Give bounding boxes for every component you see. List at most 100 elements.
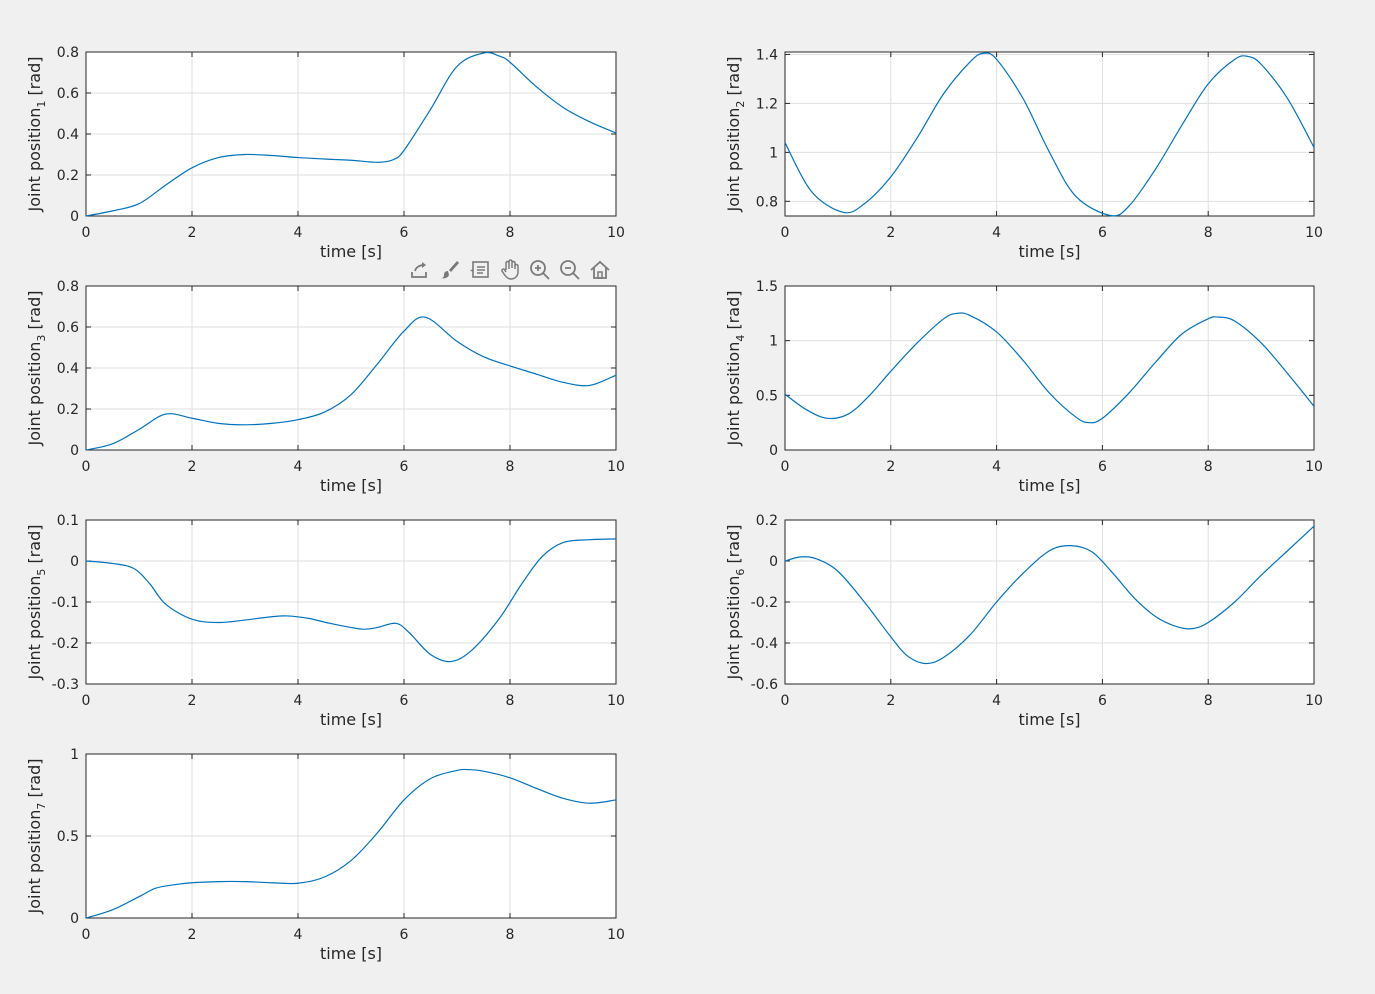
pan-icon xyxy=(501,259,519,280)
y-tick-label: 0 xyxy=(70,911,79,927)
x-tick-label: 2 xyxy=(886,225,895,241)
y-tick-label: 0 xyxy=(769,443,778,459)
subplot-7[interactable]: 0 2 4 6 8 10 0 0.5 1 time [s] Joint position7 [rad… xyxy=(25,747,625,963)
x-tick-label: 2 xyxy=(886,459,895,475)
y-tick-label: 0.2 xyxy=(57,168,79,184)
y-tick-label: -0.4 xyxy=(751,636,778,652)
x-tick-label: 6 xyxy=(400,927,409,943)
zoom-in-button[interactable] xyxy=(526,256,554,284)
x-tick-label: 4 xyxy=(294,459,303,475)
x-tick-label: 10 xyxy=(1305,225,1323,241)
series-line-joint-3 xyxy=(86,316,616,451)
x-tick-label: 2 xyxy=(188,225,197,241)
x-axis-label: time [s] xyxy=(1018,476,1080,495)
y-axis-label: Joint position5 [rad] xyxy=(25,525,48,681)
y-tick-label: 0.6 xyxy=(57,86,79,102)
x-tick-label: 2 xyxy=(886,693,895,709)
series-line-joint-5 xyxy=(86,538,616,663)
x-tick-label: 4 xyxy=(992,693,1001,709)
home-icon xyxy=(590,260,610,279)
subplot-2[interactable]: 0 2 4 6 8 10 0.8 1 1.2 1.4 time [s] Joint position2… xyxy=(724,47,1323,261)
y-axis-label: Joint position1 [rad] xyxy=(25,57,48,213)
y-tick-label: 0.4 xyxy=(57,127,79,143)
data-tips-icon xyxy=(470,261,489,278)
x-tick-label: 8 xyxy=(506,927,515,943)
x-tick-label: 10 xyxy=(607,459,625,475)
x-tick-label: 10 xyxy=(1305,459,1323,475)
x-tick-label: 4 xyxy=(294,225,303,241)
y-tick-label: 1 xyxy=(70,747,79,763)
x-tick-label: 6 xyxy=(400,693,409,709)
series-line-joint-2 xyxy=(785,52,1314,217)
x-tick-label: 2 xyxy=(188,459,197,475)
pan-button[interactable] xyxy=(496,256,524,284)
axes-border xyxy=(784,51,1315,217)
y-tick-label: 0.8 xyxy=(57,279,79,295)
y-tick-label: 1 xyxy=(769,145,778,161)
subplot-5[interactable]: 0 2 4 6 8 10 -0.3 -0.2 -0.1 0 0.1 time [s] Joint pos… xyxy=(25,513,625,729)
axes-frame xyxy=(784,285,1315,451)
y-tick-label: 1.2 xyxy=(756,96,778,112)
y-tick-label: -0.1 xyxy=(52,595,79,611)
subplot-1[interactable]: 0 2 4 6 8 10 0 0.2 0.4 0.6 0.8 time [s] Joint positi… xyxy=(25,45,625,261)
data-tips-button[interactable] xyxy=(466,256,494,284)
y-tick-label: -0.3 xyxy=(52,677,79,693)
x-tick-label: 10 xyxy=(607,225,625,241)
y-axis-label: Joint position4 [rad] xyxy=(724,291,747,447)
y-axis-label: Joint position6 [rad] xyxy=(724,525,747,681)
y-tick-label: 0.6 xyxy=(57,320,79,336)
y-tick-label: 0.4 xyxy=(57,361,79,377)
x-tick-label: 8 xyxy=(1204,225,1213,241)
x-tick-label: 2 xyxy=(188,693,197,709)
x-tick-label: 6 xyxy=(1098,693,1107,709)
x-axis-label: time [s] xyxy=(320,242,382,261)
y-tick-label: -0.2 xyxy=(52,636,79,652)
y-tick-label: 0 xyxy=(70,554,79,570)
axes-frame xyxy=(784,51,1315,217)
brush-icon xyxy=(441,261,459,279)
series-line-joint-6 xyxy=(785,525,1314,665)
y-tick-label: 0.8 xyxy=(756,194,778,210)
y-tick-label: 0.8 xyxy=(57,45,79,61)
series-line-joint-4 xyxy=(785,312,1314,424)
export-button[interactable] xyxy=(406,256,434,284)
y-tick-label: 0 xyxy=(769,554,778,570)
x-tick-label: 0 xyxy=(82,693,91,709)
y-tick-label: 1.5 xyxy=(756,279,778,295)
y-axis-label: Joint position7 [rad] xyxy=(25,759,48,915)
x-axis-label: time [s] xyxy=(1018,242,1080,261)
x-tick-label: 0 xyxy=(82,225,91,241)
x-axis-label: time [s] xyxy=(320,944,382,963)
subplot-4[interactable]: 0 2 4 6 8 10 0 0.5 1 1.5 time [s] Joint position4 [… xyxy=(724,279,1323,495)
x-tick-label: 6 xyxy=(400,225,409,241)
x-tick-label: 8 xyxy=(506,459,515,475)
series-line-joint-7 xyxy=(86,768,616,919)
x-tick-label: 0 xyxy=(781,459,790,475)
y-axis-label: Joint position3 [rad] xyxy=(25,291,48,447)
y-tick-label: -0.6 xyxy=(751,677,778,693)
x-tick-label: 8 xyxy=(506,693,515,709)
brush-button[interactable] xyxy=(436,256,464,284)
subplot-6[interactable]: 0 2 4 6 8 10 -0.6 -0.4 -0.2 0 0.2 time [s] Joint pos… xyxy=(724,513,1323,729)
y-tick-label: -0.2 xyxy=(751,595,778,611)
x-tick-label: 6 xyxy=(1098,225,1107,241)
x-tick-label: 0 xyxy=(82,927,91,943)
x-tick-label: 8 xyxy=(506,225,515,241)
x-tick-label: 10 xyxy=(607,693,625,709)
y-tick-label: 0.5 xyxy=(756,388,778,404)
x-tick-label: 8 xyxy=(1204,459,1213,475)
x-axis-label: time [s] xyxy=(1018,710,1080,729)
y-tick-label: 1 xyxy=(769,334,778,350)
y-tick-label: 0 xyxy=(70,209,79,225)
y-tick-label: 0.1 xyxy=(57,513,79,529)
subplot-3[interactable]: 0 2 4 6 8 10 0 0.2 0.4 0.6 0.8 time [s] Joint positi… xyxy=(25,279,625,495)
x-axis-label: time [s] xyxy=(320,710,382,729)
x-tick-label: 6 xyxy=(1098,459,1107,475)
zoom-out-button[interactable] xyxy=(556,256,584,284)
y-tick-label: 0.2 xyxy=(57,402,79,418)
zoom-out-icon xyxy=(560,260,580,280)
axes-toolbar xyxy=(406,255,614,285)
x-tick-label: 0 xyxy=(781,225,790,241)
home-button[interactable] xyxy=(586,256,614,284)
